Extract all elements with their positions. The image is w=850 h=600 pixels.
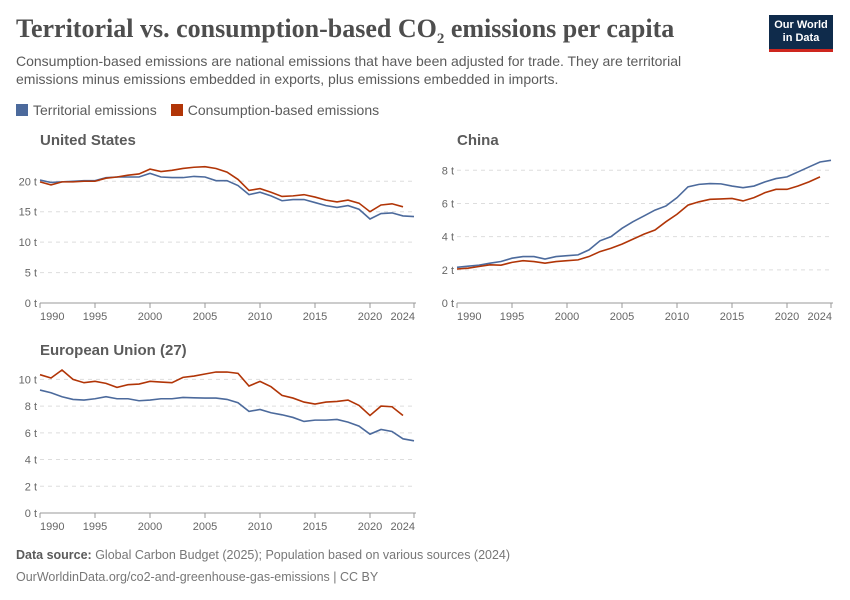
data-source: Data source: Global Carbon Budget (2025)… bbox=[16, 548, 511, 562]
x-tick-label: 1995 bbox=[83, 521, 107, 533]
x-tick-label: 2015 bbox=[303, 521, 327, 533]
y-tick-label: 0 t bbox=[25, 508, 37, 520]
x-tick-label: 2024 bbox=[391, 521, 415, 533]
x-tick-label: 1990 bbox=[40, 521, 64, 533]
x-tick-label: 1990 bbox=[457, 311, 481, 323]
x-tick-label: 2010 bbox=[665, 311, 689, 323]
x-tick-label: 2010 bbox=[248, 521, 272, 533]
x-tick-label: 2015 bbox=[720, 311, 744, 323]
x-tick-label: 2005 bbox=[193, 521, 217, 533]
y-tick-label: 2 t bbox=[25, 481, 37, 493]
y-tick-label: 0 t bbox=[25, 298, 37, 310]
y-tick-label: 0 t bbox=[442, 298, 454, 310]
x-tick-label: 2020 bbox=[775, 311, 799, 323]
x-tick-label: 2005 bbox=[610, 311, 634, 323]
panel-title: China bbox=[457, 132, 499, 149]
series-line-territorial bbox=[456, 159, 832, 269]
x-tick-label: 2015 bbox=[303, 311, 327, 323]
x-tick-label: 2024 bbox=[808, 311, 832, 323]
legend-swatch bbox=[170, 104, 183, 116]
y-tick-label: 6 t bbox=[25, 428, 37, 440]
y-tick-label: 6 t bbox=[442, 198, 454, 210]
y-tick-label: 15 t bbox=[19, 207, 37, 219]
series-line-consumption bbox=[456, 176, 821, 270]
chart-subtitle: Consumption-based emissions are national… bbox=[16, 53, 682, 87]
legend-item-territorial[interactable]: Territorial emissions bbox=[16, 102, 157, 118]
x-tick-label: 2000 bbox=[138, 521, 162, 533]
x-tick-label: 2024 bbox=[391, 311, 415, 323]
y-tick-label: 2 t bbox=[442, 265, 454, 277]
y-tick-label: 5 t bbox=[25, 268, 37, 280]
y-tick-label: 8 t bbox=[442, 165, 454, 177]
source-url[interactable]: OurWorldinData.org/co2-and-greenhouse-ga… bbox=[16, 570, 379, 584]
y-tick-label: 20 t bbox=[19, 176, 37, 188]
x-tick-label: 2020 bbox=[358, 311, 382, 323]
series-line-consumption bbox=[39, 165, 404, 213]
x-tick-label: 2020 bbox=[358, 521, 382, 533]
panel-title: European Union (27) bbox=[40, 342, 187, 359]
x-tick-label: 2000 bbox=[555, 311, 579, 323]
series-line-consumption bbox=[39, 368, 404, 417]
x-tick-label: 1995 bbox=[83, 311, 107, 323]
x-tick-label: 2005 bbox=[193, 311, 217, 323]
y-tick-label: 10 t bbox=[19, 237, 37, 249]
x-tick-label: 2000 bbox=[138, 311, 162, 323]
x-tick-label: 2010 bbox=[248, 311, 272, 323]
y-tick-label: 4 t bbox=[25, 455, 37, 467]
panel-title: United States bbox=[40, 132, 136, 149]
series-line-territorial bbox=[39, 389, 415, 442]
legend-item-consumption[interactable]: Consumption-based emissions bbox=[170, 102, 379, 118]
owid-logo[interactable]: Our World in Data bbox=[769, 15, 833, 52]
chart-title: Territorial vs. consumption-based CO2 em… bbox=[16, 14, 675, 48]
legend-swatch bbox=[16, 104, 28, 116]
y-tick-label: 10 t bbox=[19, 374, 37, 386]
legend: Territorial emissions Consumption-based … bbox=[16, 102, 379, 118]
y-tick-label: 8 t bbox=[25, 401, 37, 413]
y-tick-label: 4 t bbox=[442, 232, 454, 244]
x-tick-label: 1995 bbox=[500, 311, 524, 323]
x-tick-label: 1990 bbox=[40, 311, 64, 323]
